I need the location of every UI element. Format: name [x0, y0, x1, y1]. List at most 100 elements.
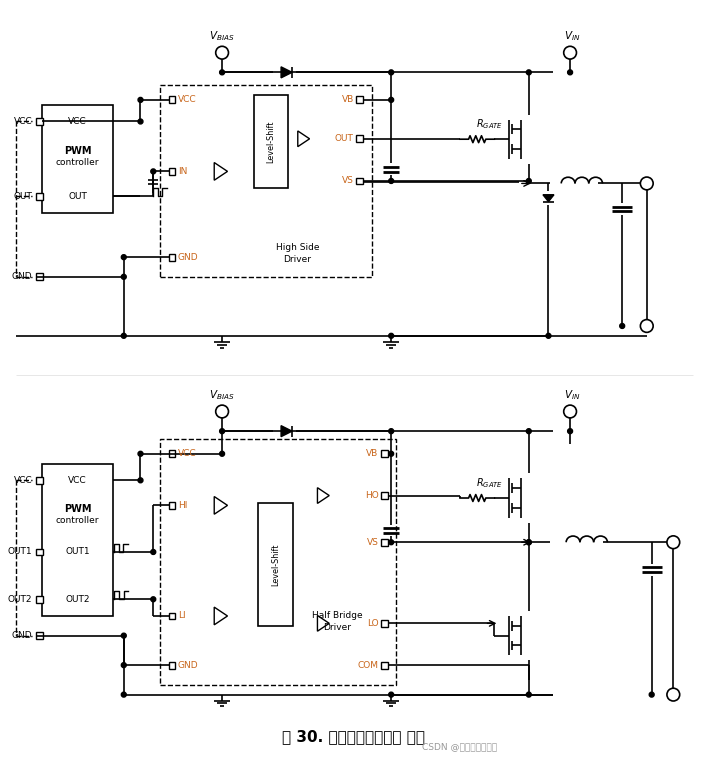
Bar [36, 632, 43, 639]
Circle shape [138, 478, 143, 483]
Bar [381, 492, 388, 499]
Text: VB: VB [366, 449, 379, 458]
Text: High Side: High Side [276, 243, 319, 252]
Circle shape [640, 177, 653, 190]
Text: OUT2: OUT2 [66, 594, 90, 604]
Bar [381, 539, 388, 545]
Text: $V_{BIAS}$: $V_{BIAS}$ [209, 29, 235, 43]
Text: $V_{BIAS}$: $V_{BIAS}$ [209, 388, 235, 402]
Bar [160, 85, 372, 277]
Circle shape [388, 97, 393, 103]
Polygon shape [281, 425, 292, 437]
Text: 图 30. 高侧应用中的容性 电流: 图 30. 高侧应用中的容性 电流 [282, 729, 425, 744]
Text: $V_{IN}$: $V_{IN}$ [564, 29, 580, 43]
Text: VCC: VCC [13, 117, 32, 126]
Text: VS: VS [342, 177, 354, 185]
Text: OUT1: OUT1 [66, 548, 90, 556]
Polygon shape [543, 195, 554, 202]
Bar [381, 620, 388, 627]
Circle shape [527, 428, 532, 434]
Bar [381, 451, 388, 457]
Polygon shape [281, 67, 292, 78]
Text: Driver: Driver [283, 255, 312, 264]
Circle shape [546, 334, 551, 338]
Bar [254, 95, 288, 188]
Circle shape [388, 428, 393, 434]
Circle shape [151, 549, 156, 555]
Bar [36, 477, 43, 483]
Bar [36, 549, 43, 555]
Circle shape [216, 405, 228, 418]
Text: GND: GND [178, 252, 199, 262]
Text: $R_{GATE}$: $R_{GATE}$ [476, 477, 503, 490]
Circle shape [620, 324, 625, 328]
Circle shape [121, 255, 126, 259]
Text: PWM: PWM [64, 146, 92, 156]
Text: VCC: VCC [68, 117, 87, 126]
Text: Level-Shift: Level-Shift [266, 120, 275, 163]
Text: IN: IN [178, 167, 188, 176]
Text: VCC: VCC [13, 476, 32, 485]
Text: LI: LI [178, 611, 185, 620]
Circle shape [138, 97, 143, 103]
Bar [36, 273, 43, 280]
Circle shape [388, 540, 393, 545]
Text: OUT1: OUT1 [8, 548, 32, 556]
Circle shape [220, 451, 225, 456]
Circle shape [121, 692, 126, 697]
Polygon shape [317, 487, 329, 503]
Circle shape [388, 451, 393, 456]
Circle shape [527, 540, 532, 545]
Circle shape [527, 692, 532, 697]
Circle shape [138, 451, 143, 456]
Text: COM: COM [357, 661, 379, 669]
Circle shape [568, 70, 572, 75]
Circle shape [121, 334, 126, 338]
Circle shape [121, 633, 126, 638]
Circle shape [121, 275, 126, 279]
Circle shape [527, 178, 532, 184]
Bar [168, 96, 176, 103]
Circle shape [640, 320, 653, 332]
Bar [36, 596, 43, 603]
Bar [356, 135, 363, 142]
Bar [168, 613, 176, 620]
Text: Driver: Driver [323, 623, 351, 632]
Circle shape [649, 692, 654, 697]
Bar [36, 193, 43, 200]
Text: $R_{GATE}$: $R_{GATE}$ [476, 118, 503, 132]
Circle shape [564, 405, 577, 418]
Bar [36, 118, 43, 125]
Text: HI: HI [178, 501, 188, 510]
Text: VCC: VCC [178, 96, 197, 104]
Circle shape [527, 70, 532, 75]
Text: VB: VB [341, 96, 354, 104]
Text: GND: GND [12, 631, 32, 640]
Bar [168, 662, 176, 669]
Circle shape [388, 178, 393, 184]
Circle shape [220, 70, 225, 75]
Text: CSDN @小幽余生不加糖: CSDN @小幽余生不加糖 [422, 742, 498, 751]
Text: controller: controller [56, 516, 99, 526]
Bar [160, 439, 396, 685]
Polygon shape [298, 131, 309, 147]
Text: OUT: OUT [335, 135, 354, 143]
Polygon shape [214, 162, 228, 181]
Circle shape [667, 536, 680, 549]
Circle shape [121, 662, 126, 668]
Text: Level-Shift: Level-Shift [271, 543, 280, 585]
Circle shape [220, 428, 225, 434]
Bar [381, 662, 388, 669]
Circle shape [568, 428, 572, 434]
Circle shape [138, 119, 143, 124]
Text: GND: GND [12, 272, 32, 282]
Text: GND: GND [178, 661, 199, 669]
Text: OUT: OUT [13, 192, 32, 200]
Text: controller: controller [56, 158, 99, 168]
Text: PWM: PWM [64, 504, 92, 514]
Bar [168, 502, 176, 509]
Circle shape [564, 47, 577, 59]
Bar [42, 464, 113, 616]
Text: VCC: VCC [178, 449, 197, 458]
Text: Half Bridge: Half Bridge [312, 611, 362, 620]
